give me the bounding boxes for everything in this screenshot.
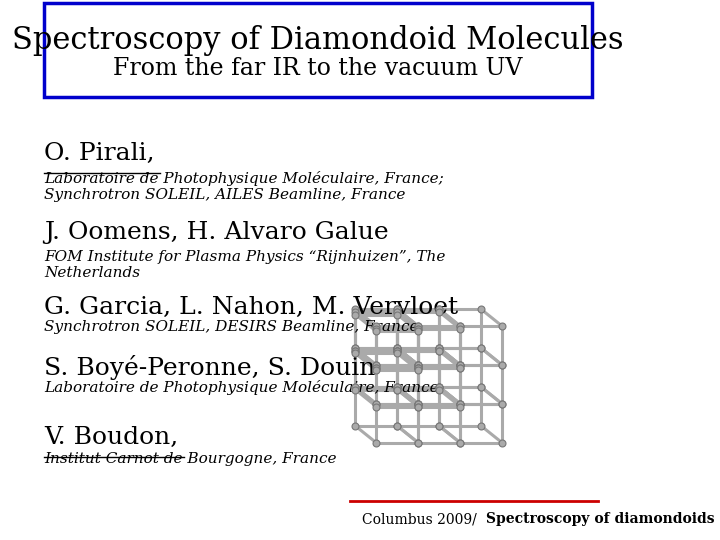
FancyBboxPatch shape bbox=[45, 3, 592, 97]
Text: G. Garcia, L. Nahon, M. Vervloet: G. Garcia, L. Nahon, M. Vervloet bbox=[45, 296, 459, 319]
Text: S. Boyé-Peronne, S. Douin: S. Boyé-Peronne, S. Douin bbox=[45, 355, 376, 380]
Text: Institut Carnot de Bourgogne, France: Institut Carnot de Bourgogne, France bbox=[45, 452, 337, 466]
Text: O. Pirali,: O. Pirali, bbox=[45, 143, 155, 165]
Text: Laboratoire de Photophysique Moléculaire, France;
Synchrotron SOLEIL, AILES Beam: Laboratoire de Photophysique Moléculaire… bbox=[45, 171, 444, 202]
Text: Spectroscopy of diamondoids: Spectroscopy of diamondoids bbox=[486, 512, 715, 526]
Text: V. Boudon,: V. Boudon, bbox=[45, 426, 179, 449]
Text: Columbus 2009/: Columbus 2009/ bbox=[362, 512, 481, 526]
Text: FOM Institute for Plasma Physics “Rijnhuizen”, The
Netherlands: FOM Institute for Plasma Physics “Rijnhu… bbox=[45, 249, 446, 280]
Text: Laboratoire de Photophysique Moléculaire, France: Laboratoire de Photophysique Moléculaire… bbox=[45, 380, 439, 395]
Text: J. Oomens, H. Alvaro Galue: J. Oomens, H. Alvaro Galue bbox=[45, 221, 389, 244]
Text: Columbus 2009/: Columbus 2009/ bbox=[362, 512, 481, 526]
Text: From the far IR to the vacuum UV: From the far IR to the vacuum UV bbox=[114, 57, 523, 80]
Text: Spectroscopy of Diamondoid Molecules: Spectroscopy of Diamondoid Molecules bbox=[12, 25, 624, 56]
Text: Synchrotron SOLEIL, DESIRS Beamline, France: Synchrotron SOLEIL, DESIRS Beamline, Fra… bbox=[45, 320, 419, 334]
